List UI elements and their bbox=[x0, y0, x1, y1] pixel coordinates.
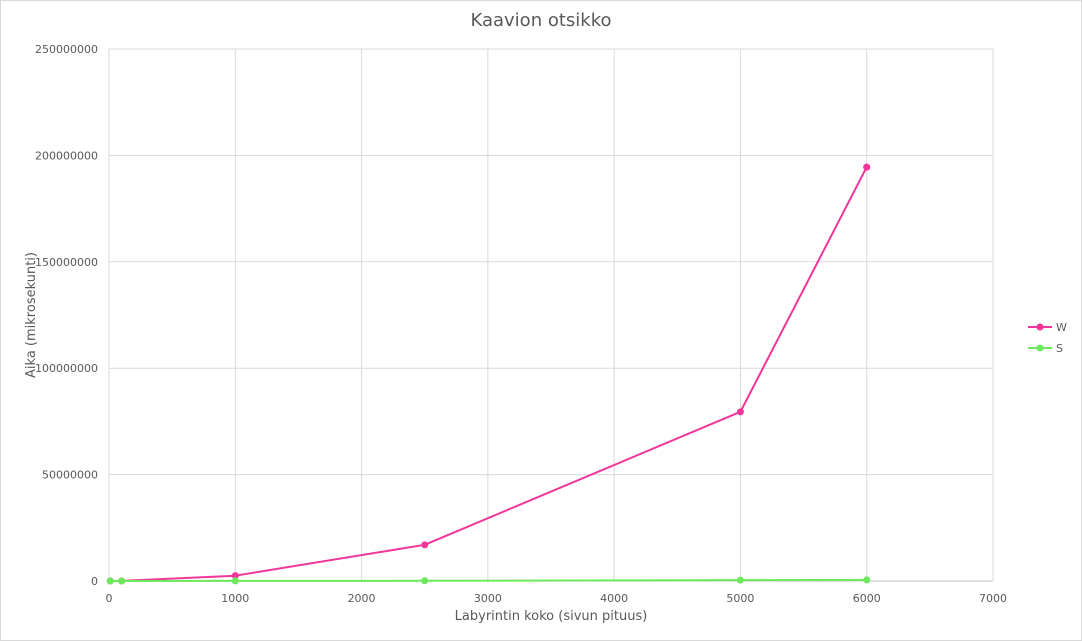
grid-lines bbox=[108, 48, 994, 582]
y-axis-title: Aika (mikrosekunti) bbox=[24, 252, 39, 378]
y-tick-label: 250000000 bbox=[35, 43, 98, 56]
y-tick-labels: 0 50000000 100000000 150000000 200000000 2500… bbox=[35, 43, 98, 588]
x-tick-label: 2000 bbox=[348, 592, 376, 605]
y-tick-label: 100000000 bbox=[35, 362, 98, 375]
data-point-s bbox=[118, 577, 126, 585]
series-line-w bbox=[110, 166, 868, 582]
chart-title: Kaavion otsikko bbox=[470, 10, 612, 31]
legend: WS bbox=[1028, 321, 1067, 355]
series-line-s bbox=[110, 578, 867, 582]
y-tick-label: 200000000 bbox=[35, 149, 98, 162]
data-point-s bbox=[863, 576, 871, 584]
legend-label-s: S bbox=[1056, 342, 1063, 355]
data-point-s bbox=[231, 577, 239, 585]
x-tick-label: 7000 bbox=[979, 592, 1007, 605]
x-tick-label: 3000 bbox=[474, 592, 502, 605]
x-tick-label: 0 bbox=[106, 592, 113, 605]
y-tick-label: 50000000 bbox=[42, 469, 98, 482]
legend-item-s: S bbox=[1028, 342, 1063, 355]
y-tick-label: 150000000 bbox=[35, 256, 98, 269]
data-point-s bbox=[736, 576, 744, 584]
x-tick-label: 1000 bbox=[221, 592, 249, 605]
x-tick-label: 4000 bbox=[600, 592, 628, 605]
legend-item-w: W bbox=[1028, 321, 1067, 334]
data-point-w bbox=[231, 572, 239, 580]
data-point-w bbox=[421, 541, 429, 549]
legend-marker-s bbox=[1036, 344, 1044, 352]
data-point-w bbox=[736, 408, 744, 416]
x-axis-title: Labyrintin koko (sivun pituus) bbox=[455, 609, 648, 624]
legend-marker-w bbox=[1036, 323, 1044, 331]
x-tick-label: 5000 bbox=[726, 592, 754, 605]
legend-label-w: W bbox=[1056, 321, 1067, 334]
y-tick-label: 0 bbox=[91, 575, 98, 588]
x-tick-labels: 0 1000 2000 3000 4000 5000 6000 7000 bbox=[106, 592, 1008, 605]
data-point-s bbox=[106, 577, 114, 585]
data-point-s bbox=[421, 577, 429, 585]
x-tick-label: 6000 bbox=[853, 592, 881, 605]
series-group bbox=[106, 163, 871, 585]
data-point-w bbox=[863, 163, 871, 171]
